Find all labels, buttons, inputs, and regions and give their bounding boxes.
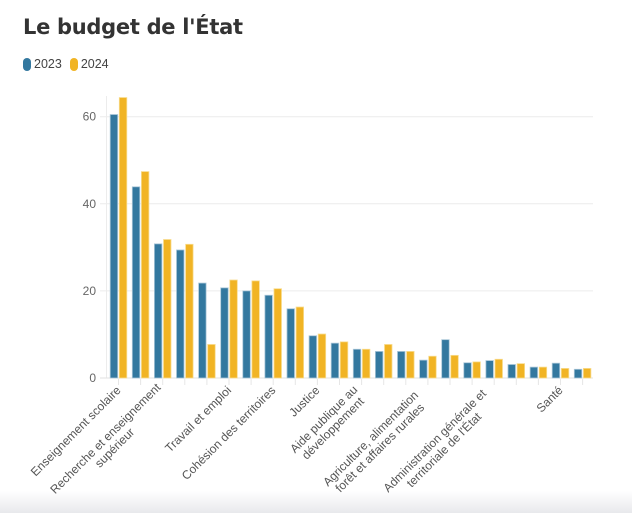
bar-2023 [485, 360, 494, 379]
legend-label-2024: 2024 [80, 57, 109, 71]
y-tick-label: 0 [89, 371, 96, 385]
legend-label-2023: 2023 [34, 57, 62, 71]
bar-2023 [264, 294, 273, 379]
bar-2023 [330, 342, 340, 379]
bar-2024 [229, 279, 238, 379]
bar-2024 [251, 280, 260, 379]
bar-2024 [339, 341, 349, 379]
legend-swatch-2023 [23, 57, 31, 71]
bar-2024 [140, 171, 150, 379]
bar-2024 [163, 239, 172, 379]
bar-2024 [317, 333, 327, 379]
bar-2023 [507, 364, 516, 379]
bar-2023 [242, 290, 251, 379]
bar-2024 [472, 361, 481, 379]
bar-2023 [286, 308, 295, 379]
bar-2024 [118, 97, 128, 379]
bar-2023 [220, 287, 229, 379]
bar-2024 [494, 358, 503, 379]
bar-2024 [273, 288, 282, 379]
legend-swatch-2024 [69, 57, 78, 71]
x-tick-label-line: Justice [286, 383, 323, 420]
bar-2024 [406, 351, 415, 379]
bar-2024 [428, 355, 437, 379]
bar-2023 [109, 114, 119, 379]
bar-2024 [384, 344, 393, 379]
bar-2023 [419, 359, 428, 379]
x-tick-label: Santé [534, 383, 566, 415]
bar-2023 [551, 362, 561, 379]
y-tick-label: 20 [83, 284, 97, 298]
bar-2023 [441, 339, 450, 379]
bar-2023 [529, 366, 538, 379]
legend-item-2024[interactable]: 2024 [69, 57, 109, 71]
x-tick-label: Justice [286, 383, 323, 420]
bar-2024 [185, 243, 194, 379]
bar-2023 [397, 351, 406, 379]
bar-2023 [352, 348, 362, 379]
bar-2023 [573, 368, 583, 379]
bar-2023 [176, 249, 185, 379]
y-tick-label: 60 [83, 110, 97, 124]
bar-2023 [463, 362, 472, 379]
bar-2024 [450, 354, 459, 379]
bar-2024 [207, 344, 216, 379]
y-tick-label: 40 [83, 197, 97, 211]
bar-2023 [131, 186, 141, 379]
bar-2024 [583, 368, 592, 379]
bar-2024 [295, 306, 305, 379]
bar-2024 [516, 363, 525, 379]
legend: 2023 2024 [23, 57, 117, 71]
bar-2023 [153, 243, 163, 379]
chart-title: Le budget de l'État [23, 15, 243, 39]
bottom-fade [0, 491, 632, 513]
bar-2023 [374, 351, 384, 379]
bar-2023 [198, 282, 207, 379]
bar-2024 [560, 368, 570, 379]
legend-item-2023[interactable]: 2023 [23, 57, 62, 71]
bar-2024 [361, 348, 371, 379]
bar-2023 [308, 335, 318, 379]
x-tick-label-line: Santé [534, 383, 566, 415]
bar-2024 [538, 366, 548, 379]
